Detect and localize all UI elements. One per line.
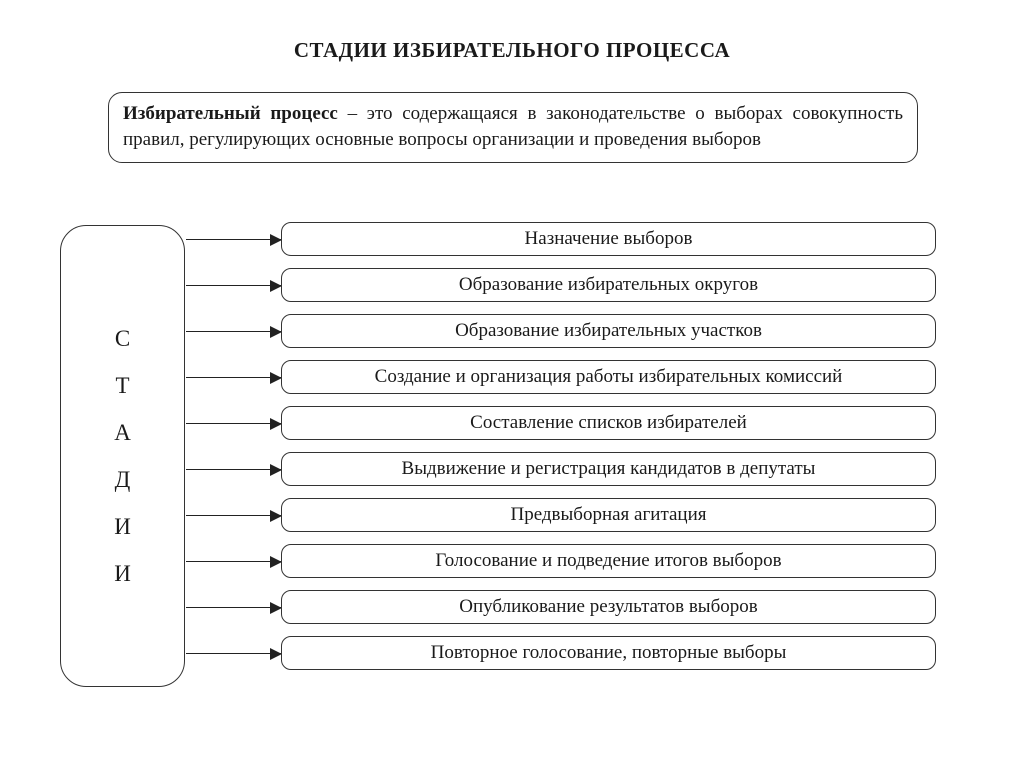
stages-vertical-label: С Т А Д И И [60, 225, 185, 687]
stage-row: Опубликование результатов выборов [281, 590, 936, 624]
stage-row: Создание и организация работы избиратель… [281, 360, 936, 394]
stage-row: Назначение выборов [281, 222, 936, 256]
stage-label: Повторное голосование, повторные выборы [431, 642, 787, 664]
vertical-letter: Т [115, 374, 129, 397]
stage-label: Составление списков избирателей [470, 412, 747, 434]
vertical-letter: С [115, 327, 130, 350]
vertical-letter: И [114, 562, 131, 585]
stage-row: Голосование и подведение итогов выборов [281, 544, 936, 578]
stage-label: Голосование и подведение итогов выборов [435, 550, 781, 572]
stage-label: Предвыборная агитация [510, 504, 706, 526]
stage-row: Выдвижение и регистрация кандидатов в де… [281, 452, 936, 486]
stage-label: Образование избирательных участков [455, 320, 762, 342]
definition-box: Избирательный процесс – это содержащаяся… [108, 92, 918, 163]
arrow-icon [186, 331, 281, 332]
stage-row: Повторное голосование, повторные выборы [281, 636, 936, 670]
vertical-letter: А [114, 421, 131, 444]
arrow-icon [186, 285, 281, 286]
stage-row: Составление списков избирателей [281, 406, 936, 440]
stage-label: Образование избирательных округов [459, 274, 758, 296]
stage-row: Предвыборная агитация [281, 498, 936, 532]
stage-label: Создание и организация работы избиратель… [375, 366, 843, 388]
vertical-letter: И [114, 515, 131, 538]
arrow-icon [186, 239, 281, 240]
arrow-icon [186, 515, 281, 516]
arrow-icon [186, 653, 281, 654]
definition-term: Избирательный процесс [123, 103, 338, 124]
arrow-icon [186, 561, 281, 562]
stage-label: Выдвижение и регистрация кандидатов в де… [402, 458, 816, 480]
arrow-icon [186, 377, 281, 378]
stage-row: Образование избирательных округов [281, 268, 936, 302]
stage-label: Назначение выборов [525, 228, 693, 250]
page: СТАДИИ ИЗБИРАТЕЛЬНОГО ПРОЦЕССА Избирател… [0, 0, 1024, 767]
stage-row: Образование избирательных участков [281, 314, 936, 348]
arrow-icon [186, 469, 281, 470]
arrow-icon [186, 607, 281, 608]
page-title: СТАДИИ ИЗБИРАТЕЛЬНОГО ПРОЦЕССА [0, 38, 1024, 63]
arrow-icon [186, 423, 281, 424]
vertical-letter: Д [115, 468, 131, 491]
stage-label: Опубликование результатов выборов [459, 596, 757, 618]
